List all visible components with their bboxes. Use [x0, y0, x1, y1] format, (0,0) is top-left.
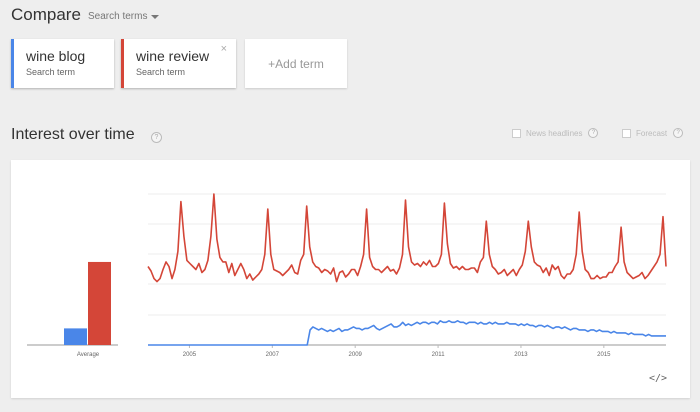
forecast-option[interactable]: Forecast ? — [622, 128, 684, 138]
x-tick-label: 2007 — [266, 352, 280, 358]
remove-term-icon[interactable]: × — [220, 43, 227, 55]
average-label: Average — [77, 352, 100, 358]
average-bar-wine-blog — [64, 328, 87, 345]
x-tick-label: 2013 — [514, 352, 528, 358]
news-headlines-option[interactable]: News headlines ? — [512, 128, 599, 138]
help-icon[interactable]: ? — [588, 128, 599, 138]
series-line-wine-review — [147, 193, 667, 283]
forecast-label: Forecast — [636, 128, 668, 138]
search-terms-label: Search terms — [88, 11, 148, 22]
series-line-wine-blog — [148, 320, 666, 346]
term-sublabel: Search term — [26, 67, 76, 77]
term-name[interactable]: wine review — [136, 48, 210, 64]
average-bar-wine-review — [88, 261, 111, 345]
term-sublabel: Search term — [136, 67, 186, 77]
news-headlines-label: News headlines — [526, 128, 583, 138]
term-card-wine-review[interactable]: wine review Search term × — [121, 39, 236, 88]
help-icon[interactable]: ? — [151, 132, 162, 143]
caret-down-icon — [151, 15, 160, 19]
x-tick-label: 2005 — [183, 352, 197, 358]
help-icon[interactable]: ? — [673, 128, 684, 138]
search-terms-dropdown[interactable]: Search terms — [88, 11, 160, 22]
add-term-button[interactable]: +Add term — [245, 39, 347, 88]
forecast-checkbox[interactable] — [622, 128, 631, 138]
term-name[interactable]: wine blog — [26, 48, 86, 64]
section-title: Interest over time — [11, 126, 135, 143]
x-tick-label: 2011 — [432, 352, 446, 358]
news-headlines-checkbox[interactable] — [512, 128, 521, 138]
embed-code-icon[interactable]: </> — [649, 373, 668, 384]
x-tick-label: 2015 — [597, 352, 611, 358]
interest-chart: Average 2005 2007 2009 2011 2013 2015 — [27, 193, 667, 358]
chart-card: Average 2005 2007 2009 2011 2013 2015 </> — [11, 160, 690, 398]
x-tick-label: 2009 — [349, 352, 363, 358]
compare-title: Compare — [11, 5, 81, 24]
term-card-wine-blog[interactable]: wine blog Search term — [11, 39, 114, 88]
